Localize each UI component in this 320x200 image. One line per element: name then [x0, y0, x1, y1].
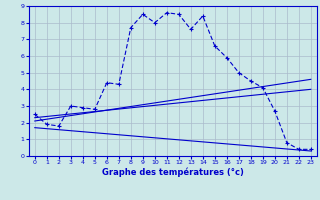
- X-axis label: Graphe des températures (°c): Graphe des températures (°c): [102, 168, 244, 177]
